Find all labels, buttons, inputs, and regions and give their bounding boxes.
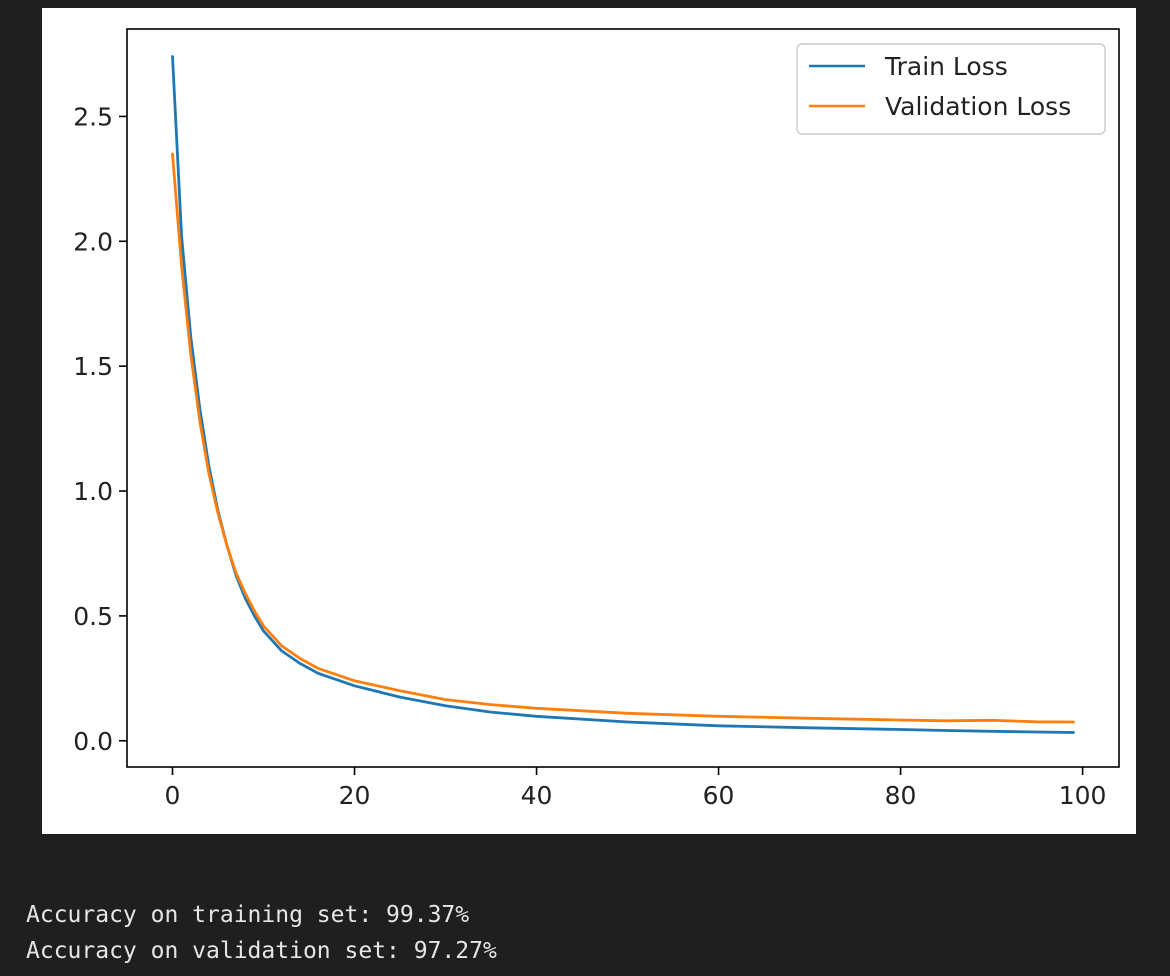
x-tick-label: 0 — [165, 781, 181, 810]
y-tick-label: 0.5 — [73, 602, 113, 631]
loss-chart: 0 20 40 60 80 100 0.0 0.5 1.0 1.5 2.0 2.5 Train Los… — [73, 28, 1120, 810]
legend-label-validation-loss: Validation Loss — [885, 92, 1071, 121]
y-tick-label: 1.0 — [73, 477, 113, 506]
x-tick-label: 60 — [703, 781, 735, 810]
x-tick-label: 80 — [885, 781, 917, 810]
series-layer — [171, 55, 1075, 734]
validation-accuracy-text: Accuracy on validation set: 97.27% — [26, 938, 497, 964]
legend: Train Loss Validation Loss — [796, 43, 1106, 135]
y-tick-label: 1.5 — [73, 352, 113, 381]
x-tick-label: 20 — [339, 781, 371, 810]
cell-output: Accuracy on training set: 99.37% Accurac… — [26, 897, 497, 969]
legend-box — [796, 43, 1106, 135]
y-tick-label: 0.0 — [73, 727, 113, 756]
plot-frame — [126, 28, 1120, 768]
training-accuracy-text: Accuracy on training set: 99.37% — [26, 902, 470, 928]
y-tick-label: 2.0 — [73, 227, 113, 256]
legend-label-train-loss: Train Loss — [884, 52, 1008, 81]
figure: 0 20 40 60 80 100 0.0 0.5 1.0 1.5 2.0 2.5 Train Los… — [42, 8, 1136, 834]
x-tick-label: 40 — [521, 781, 553, 810]
x-tick-label: 100 — [1059, 781, 1107, 810]
y-tick-label: 2.5 — [73, 102, 113, 131]
series-line-validation-loss — [171, 152, 1075, 724]
series-line-train-loss — [171, 55, 1075, 734]
ticks-layer: 0 20 40 60 80 100 0.0 0.5 1.0 1.5 2.0 2.5 — [73, 102, 1106, 810]
